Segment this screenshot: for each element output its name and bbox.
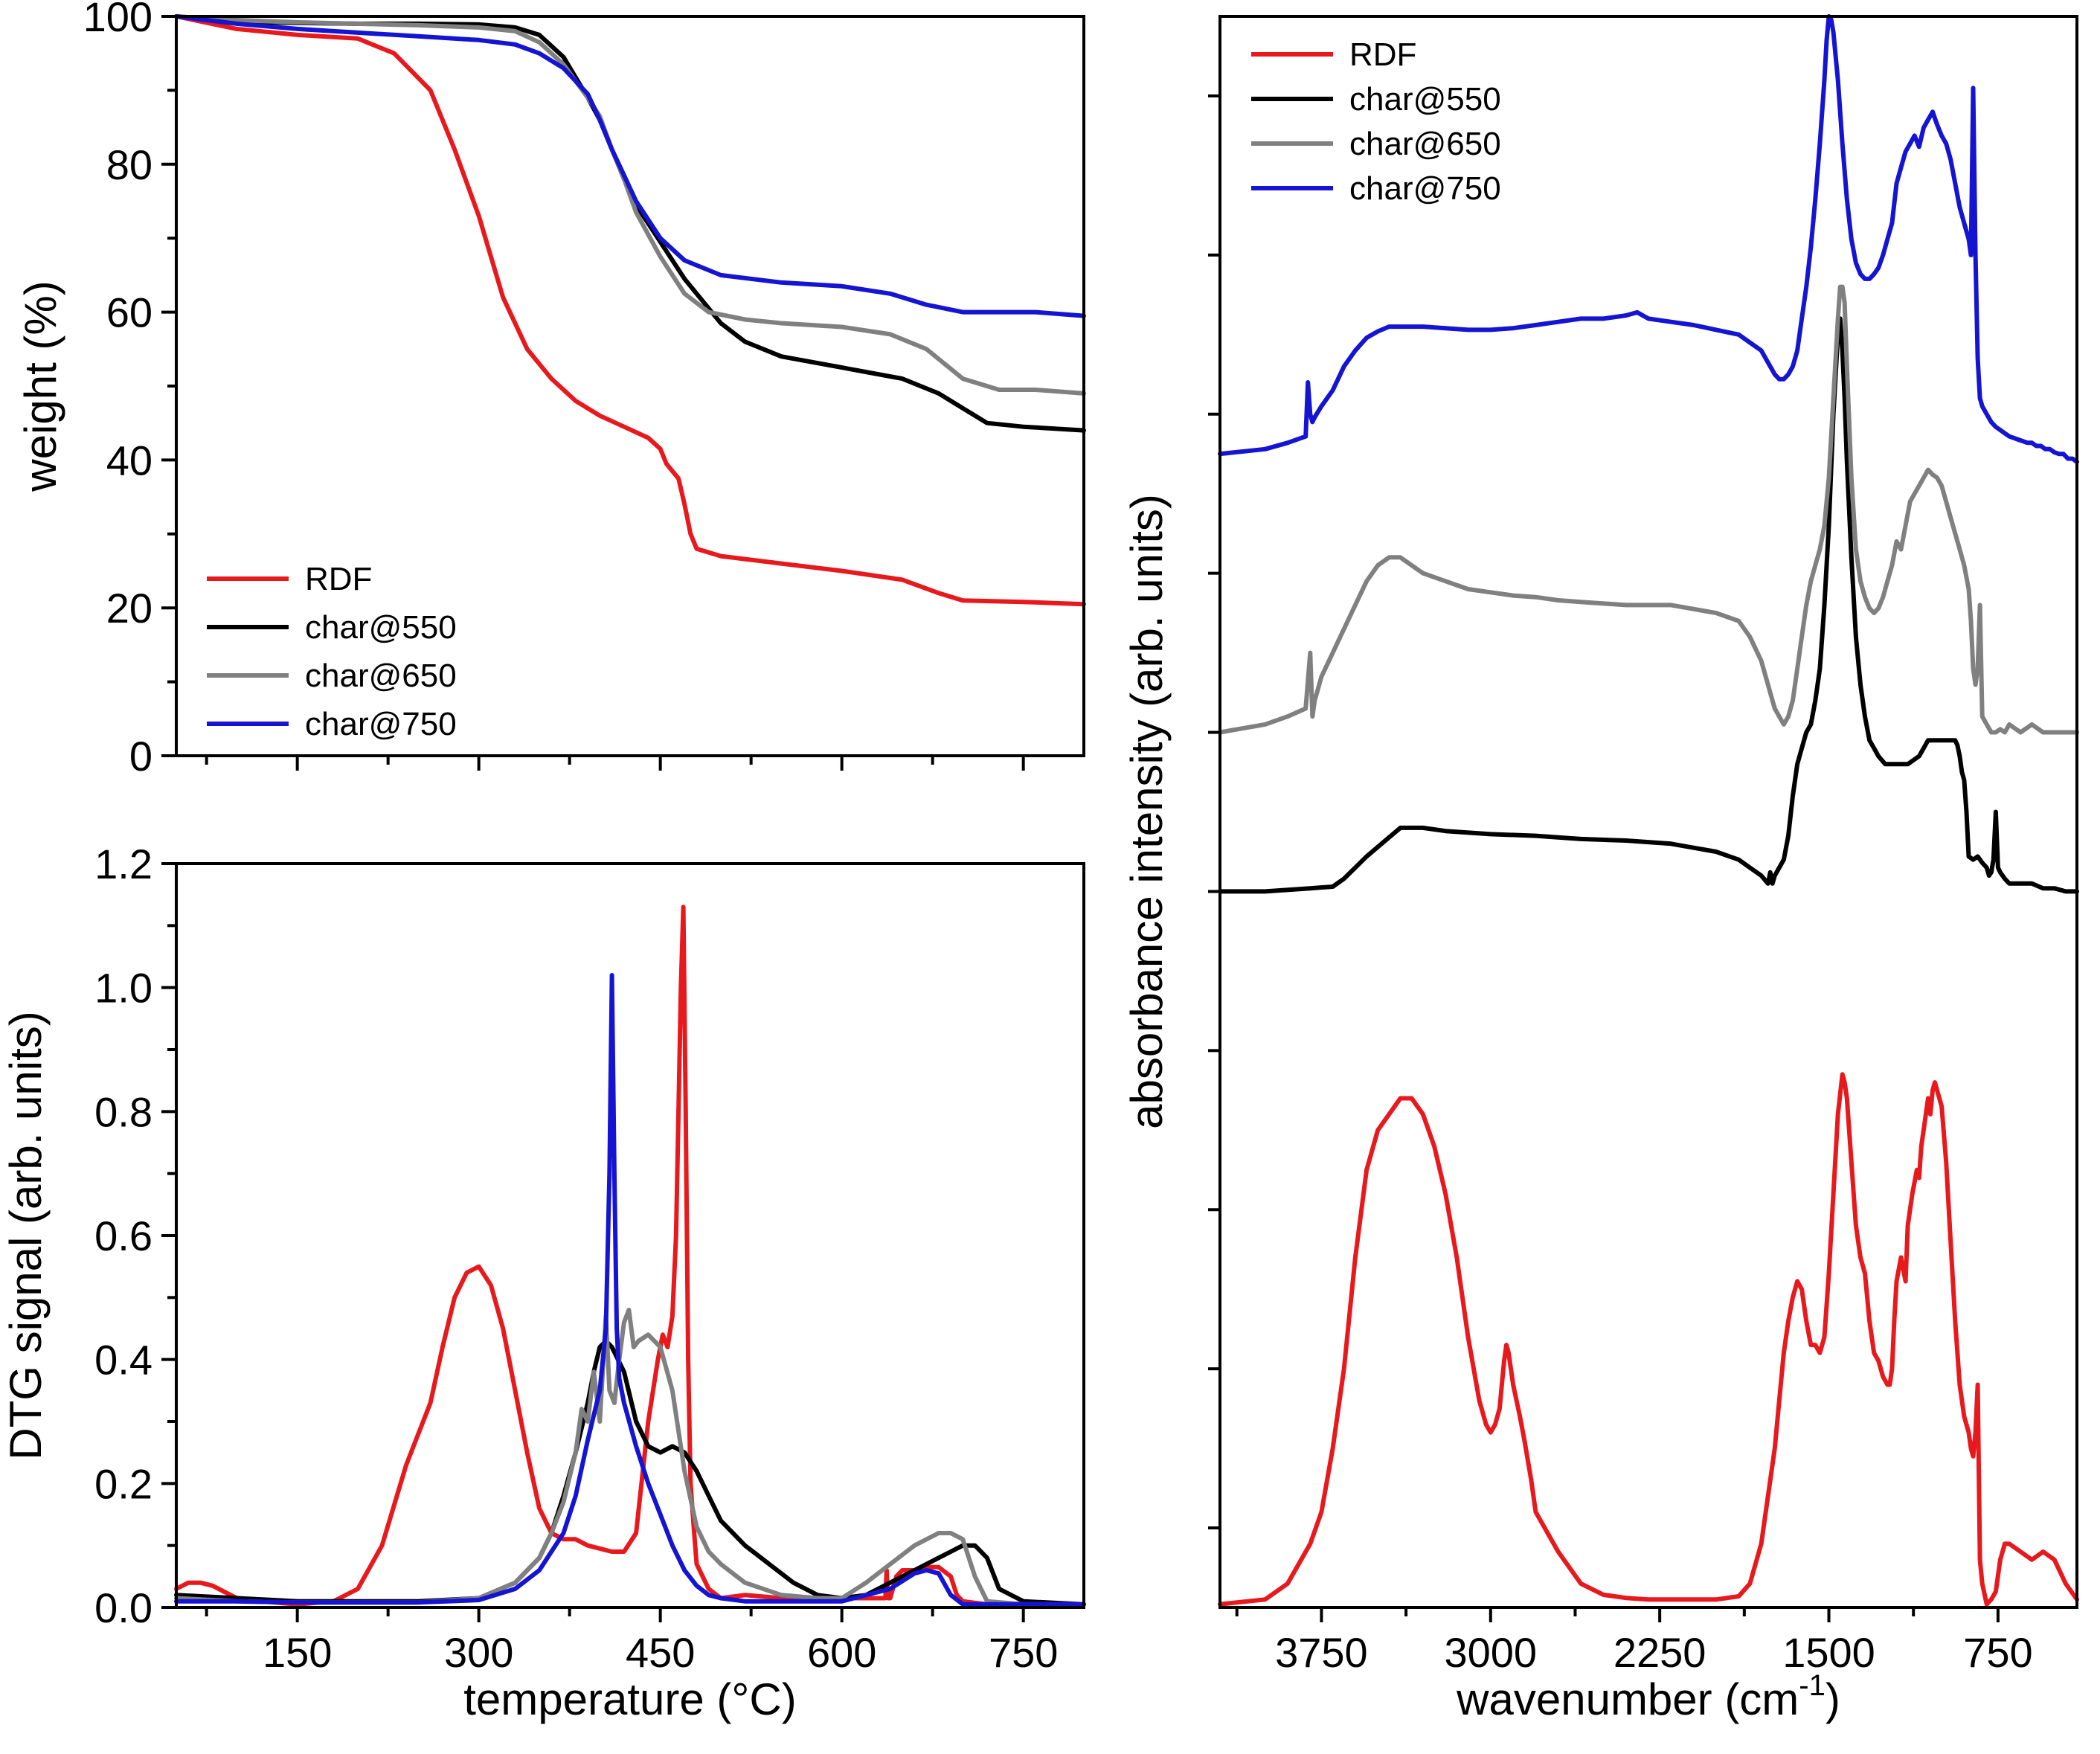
tga-series-rdf xyxy=(174,14,1086,607)
legend-label-char-650: char@650 xyxy=(1349,126,1501,162)
tga-curves xyxy=(174,14,1086,607)
ftir-x-tick-label: 1500 xyxy=(1782,1629,1875,1676)
tga-y-tick-label: 40 xyxy=(106,437,152,484)
tga-y-tick-label: 100 xyxy=(83,0,152,40)
ftir-frame xyxy=(1218,15,2078,1609)
ftir-ticks: 3750 3000 2250 1500 750 xyxy=(1208,94,2033,1676)
ftir-x-axis-label-main: wavenumber (cm xyxy=(1456,1674,1799,1724)
tga-y-tick-label: 80 xyxy=(106,141,152,188)
dtg-curves xyxy=(174,905,1086,1607)
tga-y-tick-label: 60 xyxy=(106,289,152,336)
dtg-y-tick-label: 0.4 xyxy=(94,1337,152,1384)
dtg-series-char-650 xyxy=(174,1308,1086,1607)
ftir-series-char-550 xyxy=(1218,316,2079,894)
legend-label-char-650: char@650 xyxy=(305,658,457,694)
ftir-x-axis-label-superscript: -1 xyxy=(1799,1669,1826,1702)
dtg-y-tick-label: 0.8 xyxy=(94,1088,152,1135)
tga-series-char-650 xyxy=(174,14,1086,396)
ftir-panel: 3750 3000 2250 1500 750 absorbance intensity… xyxy=(1122,14,2079,1724)
dtg-x-axis-label: temperature (°C) xyxy=(463,1674,796,1724)
ftir-x-tick-label: 3000 xyxy=(1445,1629,1538,1676)
tga-series-char-750 xyxy=(174,14,1086,318)
ftir-x-axis-label-suffix: ) xyxy=(1826,1674,1840,1724)
ftir-series-char-750 xyxy=(1218,14,2079,464)
dtg-ticks: 150 300 450 600 750 0.0 0.2 0.4 0.6 0.8 1.0 1.2 xyxy=(94,841,1058,1676)
dtg-x-tick-label: 150 xyxy=(263,1629,332,1676)
dtg-x-tick-label: 750 xyxy=(989,1629,1058,1676)
dtg-series-char-750 xyxy=(174,973,1086,1607)
dtg-x-tick-label: 450 xyxy=(626,1629,695,1676)
dtg-y-tick-label: 1.2 xyxy=(94,841,152,887)
ftir-series-rdf xyxy=(1218,1072,2079,1607)
dtg-frame xyxy=(175,862,1085,1609)
dtg-y-tick-label: 1.0 xyxy=(94,965,152,1012)
legend-label-rdf: RDF xyxy=(1349,36,1416,73)
tga-y-axis-label: weight (%) xyxy=(16,280,65,492)
tga-y-tick-label: 0 xyxy=(129,733,152,780)
ftir-legend: RDF char@550 char@650 char@750 xyxy=(1251,36,1501,207)
legend-label-char-750: char@750 xyxy=(1349,170,1501,207)
dtg-y-tick-label: 0.2 xyxy=(94,1460,152,1507)
legend-label-char-750: char@750 xyxy=(305,706,457,742)
ftir-curves xyxy=(1218,14,2079,1607)
ftir-series-char-650 xyxy=(1218,284,2079,735)
tga-panel: 0 20 40 60 80 100 weight (%) RDF char@550 char@… xyxy=(16,0,1086,780)
tga-ticks: 0 20 40 60 80 100 xyxy=(83,0,1025,780)
legend-label-char-550: char@550 xyxy=(1349,81,1501,118)
tga-y-tick-label: 20 xyxy=(106,585,152,632)
ftir-y-axis-label: absorbance intensity (arb. units) xyxy=(1122,494,1172,1129)
tga-legend: RDF char@550 char@650 char@750 xyxy=(207,561,457,742)
ftir-x-tick-label: 2250 xyxy=(1613,1629,1706,1676)
dtg-panel: 150 300 450 600 750 0.0 0.2 0.4 0.6 0.8 1.0 1.2 DTG… xyxy=(1,841,1086,1724)
dtg-y-tick-label: 0.0 xyxy=(94,1584,152,1631)
ftir-x-tick-label: 3750 xyxy=(1275,1629,1368,1676)
dtg-y-tick-label: 0.6 xyxy=(94,1212,152,1259)
legend-label-char-550: char@550 xyxy=(305,609,457,646)
dtg-x-tick-label: 300 xyxy=(444,1629,513,1676)
dtg-series-char-550 xyxy=(174,1338,1086,1607)
legend-label-rdf: RDF xyxy=(305,561,372,597)
ftir-x-tick-label: 750 xyxy=(1963,1629,2032,1676)
ftir-x-axis-label: wavenumber (cm-1) xyxy=(1456,1669,1840,1724)
dtg-y-axis-label: DTG signal (arb. units) xyxy=(1,1011,51,1460)
dtg-x-tick-label: 600 xyxy=(807,1629,876,1676)
dtg-series-rdf xyxy=(174,905,1086,1607)
